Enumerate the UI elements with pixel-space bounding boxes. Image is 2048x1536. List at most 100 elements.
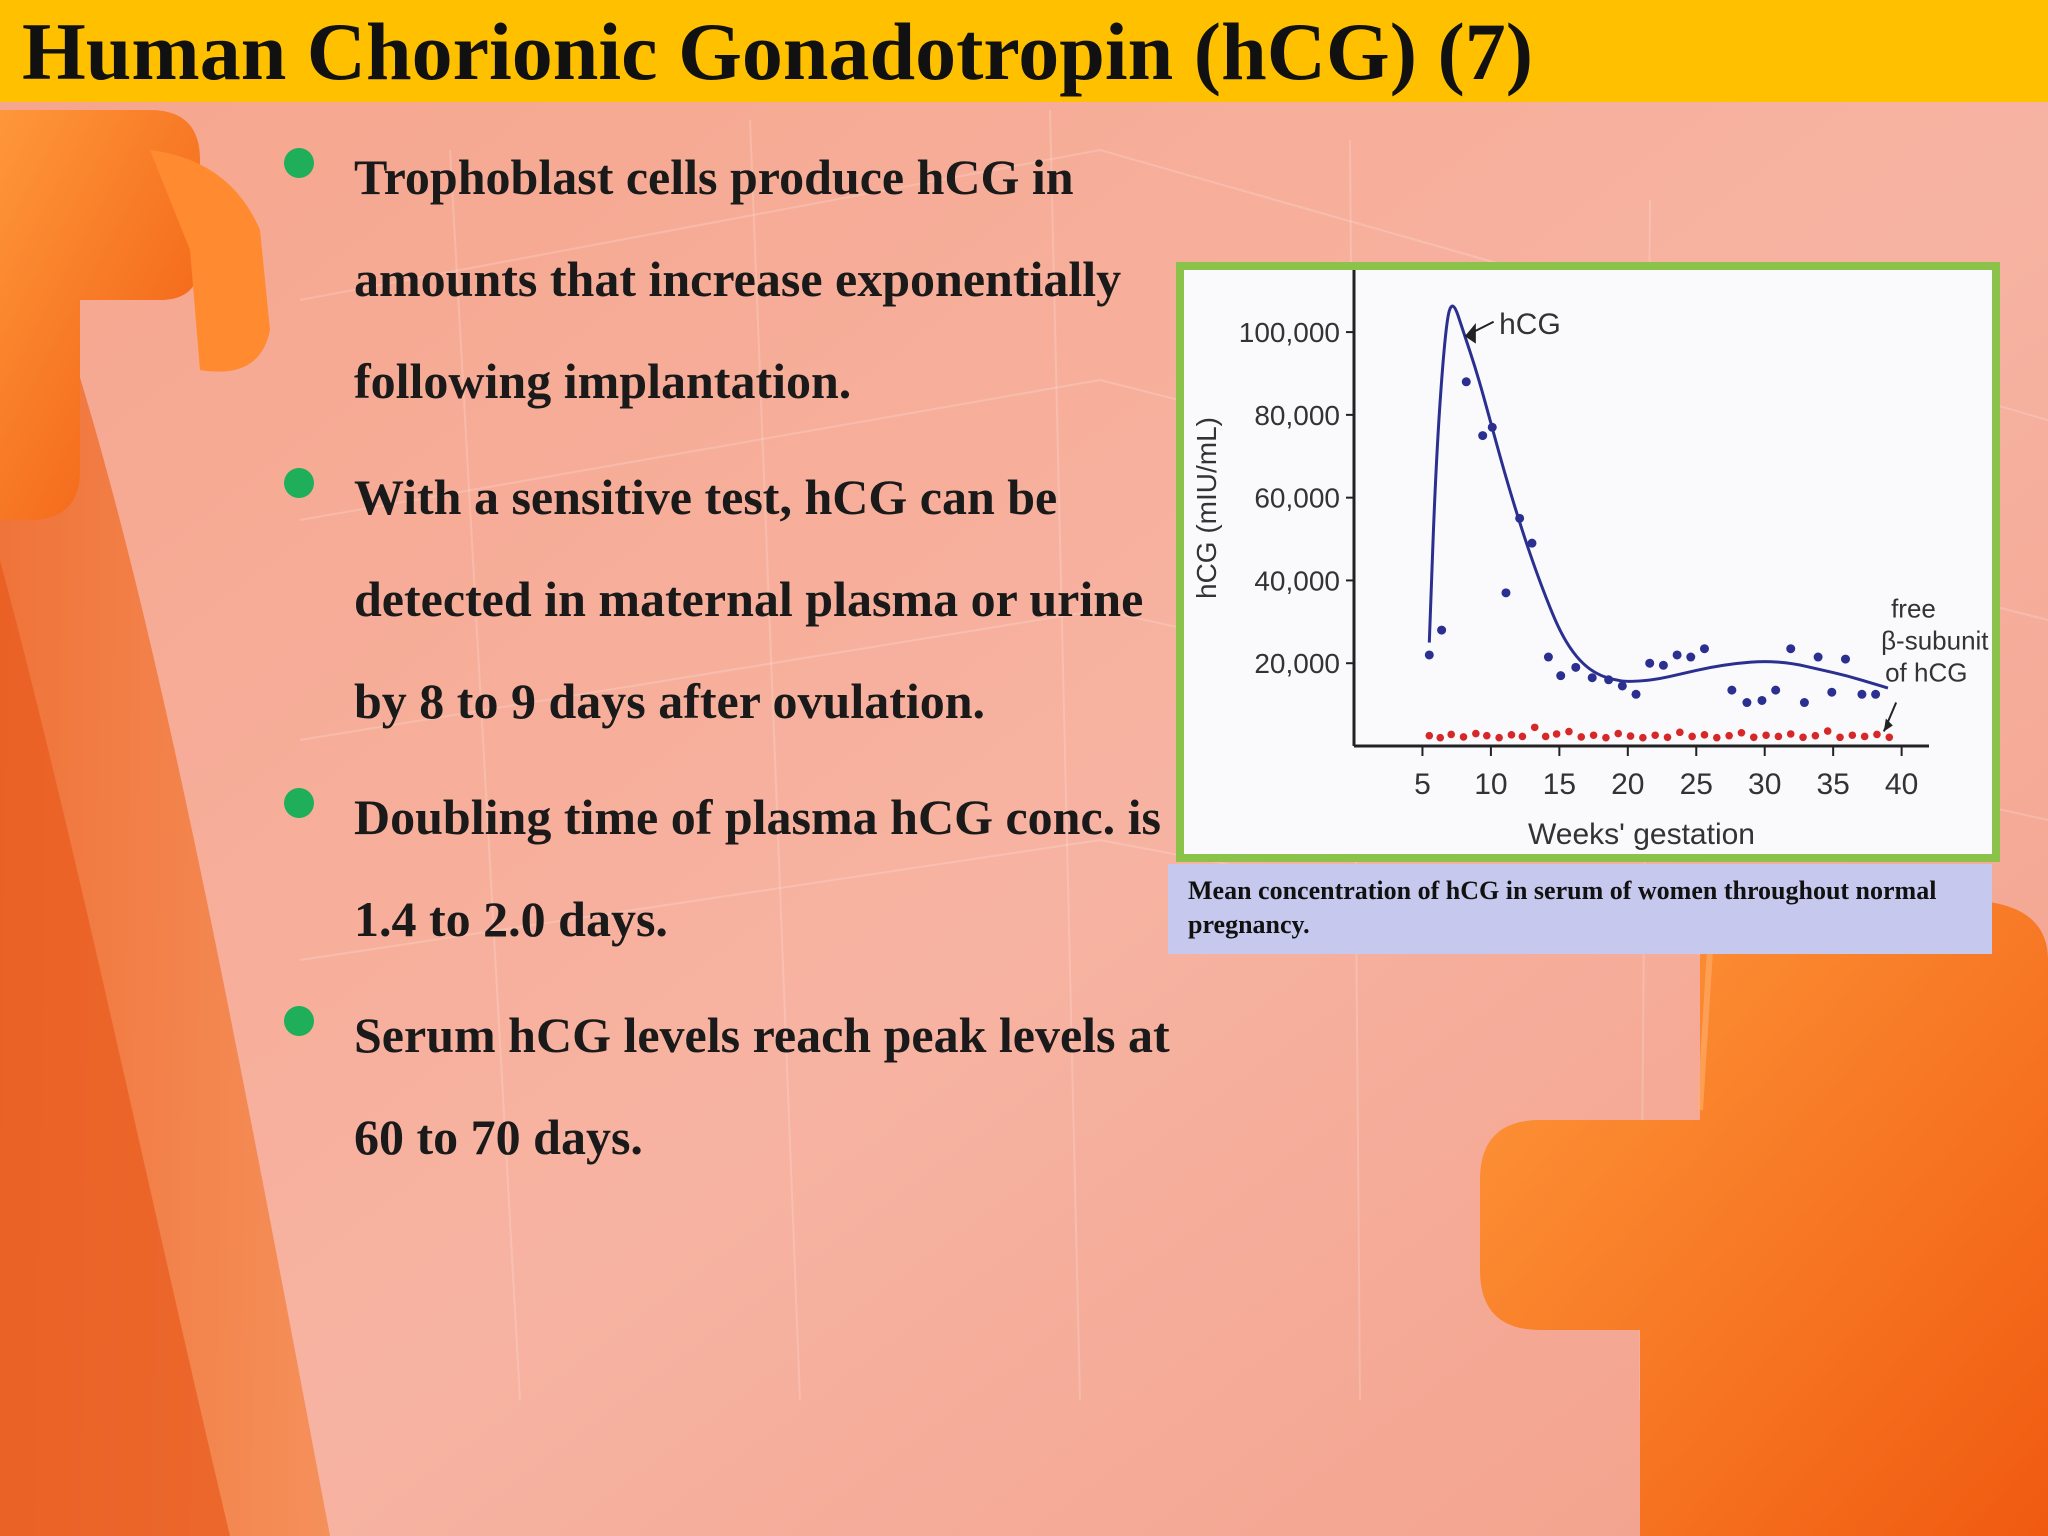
data-point-hcg — [1543, 652, 1553, 662]
data-point-beta — [1447, 730, 1456, 739]
bullet-text: Trophoblast cells produce hCG in amounts… — [354, 149, 1122, 409]
title-bar: Human Chorionic Gonadotropin (hCG) (7) — [0, 0, 2048, 102]
data-point-hcg — [1645, 658, 1655, 668]
data-point-beta — [1530, 723, 1539, 732]
data-point-hcg — [1771, 685, 1781, 695]
data-point-beta — [1688, 732, 1696, 741]
data-point-beta — [1495, 733, 1503, 742]
data-point-beta — [1552, 730, 1561, 738]
data-point-hcg — [1571, 662, 1581, 672]
data-point-beta — [1425, 731, 1434, 740]
y-tick-label: 40,000 — [1254, 565, 1340, 596]
y-tick-label: 20,000 — [1254, 648, 1340, 679]
data-point-hcg — [1487, 422, 1497, 432]
data-point-beta — [1762, 731, 1770, 740]
data-point-beta — [1725, 731, 1733, 740]
data-point-hcg — [1840, 654, 1850, 664]
data-point-hcg — [1871, 689, 1881, 699]
x-tick-label: 40 — [1885, 768, 1918, 801]
bullet-text: Serum hCG levels reach peak levels at 60… — [354, 1007, 1170, 1165]
data-point-hcg — [1757, 695, 1767, 705]
data-point-hcg — [1727, 685, 1737, 695]
data-point-beta — [1873, 730, 1881, 739]
figure-caption: Mean concentration of hCG in serum of wo… — [1168, 864, 1992, 954]
x-tick-label: 25 — [1680, 768, 1713, 801]
data-point-beta — [1712, 733, 1721, 742]
x-tick-label: 20 — [1611, 768, 1644, 801]
bullet-dot-icon — [284, 148, 314, 178]
data-point-beta — [1848, 731, 1857, 740]
data-point-hcg — [1672, 650, 1682, 660]
y-tick-label: 80,000 — [1254, 400, 1340, 431]
bullet-text: With a sensitive test, hCG can be detect… — [354, 469, 1144, 729]
data-point-beta — [1749, 733, 1758, 742]
data-point-beta — [1700, 731, 1709, 739]
data-point-beta — [1518, 732, 1527, 741]
data-point-beta — [1811, 731, 1820, 740]
beta-annotation-line: free — [1891, 594, 1936, 624]
data-point-beta — [1823, 727, 1832, 735]
hcg-arrow-head — [1464, 322, 1476, 344]
data-point-beta — [1565, 727, 1573, 736]
data-point-hcg — [1478, 431, 1488, 441]
data-point-hcg — [1461, 377, 1471, 387]
beta-annotation-line: β-subunit — [1881, 626, 1989, 656]
x-tick-label: 35 — [1816, 768, 1849, 801]
x-tick-label: 15 — [1543, 768, 1576, 801]
bullet-dot-icon — [284, 1006, 314, 1036]
series-curve-0 — [1427, 304, 1889, 690]
data-point-beta — [1482, 731, 1491, 740]
chart-points-group — [1424, 377, 1894, 742]
data-point-hcg — [1742, 698, 1752, 708]
data-point-hcg — [1658, 660, 1668, 670]
data-point-hcg — [1631, 689, 1641, 699]
data-point-beta — [1651, 731, 1659, 740]
bullet-list: Trophoblast cells produce hCG in amounts… — [282, 126, 1202, 1202]
data-point-beta — [1614, 729, 1623, 738]
data-point-hcg — [1556, 671, 1566, 681]
data-point-hcg — [1617, 681, 1627, 691]
hcg-chart-frame: 20,000 40,000 60,000 80,000 100,000 5 10 15 20 25… — [1176, 262, 2000, 862]
data-point-hcg — [1604, 675, 1614, 685]
data-point-hcg — [1424, 650, 1434, 660]
x-axis-label: Weeks' gestation — [1528, 818, 1755, 851]
data-point-hcg — [1501, 588, 1511, 598]
data-point-beta — [1885, 733, 1894, 742]
data-point-hcg — [1813, 652, 1823, 662]
data-point-hcg — [1587, 673, 1597, 683]
data-point-hcg — [1515, 513, 1525, 523]
data-point-beta — [1799, 733, 1807, 742]
y-axis-label: hCG (mIU/mL) — [1191, 417, 1222, 599]
data-point-hcg — [1827, 687, 1837, 697]
bullet-item: With a sensitive test, hCG can be detect… — [282, 446, 1202, 752]
slide-title: Human Chorionic Gonadotropin (hCG) (7) — [22, 6, 1534, 97]
data-point-beta — [1737, 728, 1746, 737]
bullet-item: Serum hCG levels reach peak levels at 60… — [282, 984, 1202, 1188]
bullet-dot-icon — [284, 468, 314, 498]
bullet-text: Doubling time of plasma hCG conc. is 1.4… — [354, 789, 1162, 947]
x-tick-label: 30 — [1748, 768, 1781, 801]
beta-arrow-head — [1883, 718, 1893, 732]
data-point-hcg — [1857, 689, 1867, 699]
data-point-beta — [1676, 728, 1684, 737]
bullet-item: Trophoblast cells produce hCG in amounts… — [282, 126, 1202, 432]
data-point-hcg — [1686, 652, 1696, 662]
hcg-annotation-label: hCG — [1499, 308, 1561, 341]
data-point-beta — [1774, 732, 1783, 741]
bullet-dot-icon — [284, 788, 314, 818]
data-point-beta — [1577, 733, 1586, 741]
bullet-item: Doubling time of plasma hCG conc. is 1.4… — [282, 766, 1202, 970]
y-tick-label: 60,000 — [1254, 483, 1340, 514]
data-point-beta — [1472, 729, 1480, 738]
data-point-beta — [1663, 733, 1672, 742]
data-point-hcg — [1437, 625, 1447, 635]
x-tick-label: 5 — [1414, 768, 1431, 801]
beta-annotation-line: of hCG — [1885, 658, 1967, 688]
data-point-beta — [1626, 732, 1635, 740]
data-point-beta — [1436, 733, 1445, 742]
data-point-beta — [1589, 731, 1598, 740]
data-point-beta — [1459, 733, 1468, 741]
hcg-chart: 20,000 40,000 60,000 80,000 100,000 5 10 15 20 25… — [1191, 270, 1989, 851]
data-point-hcg — [1799, 698, 1809, 708]
